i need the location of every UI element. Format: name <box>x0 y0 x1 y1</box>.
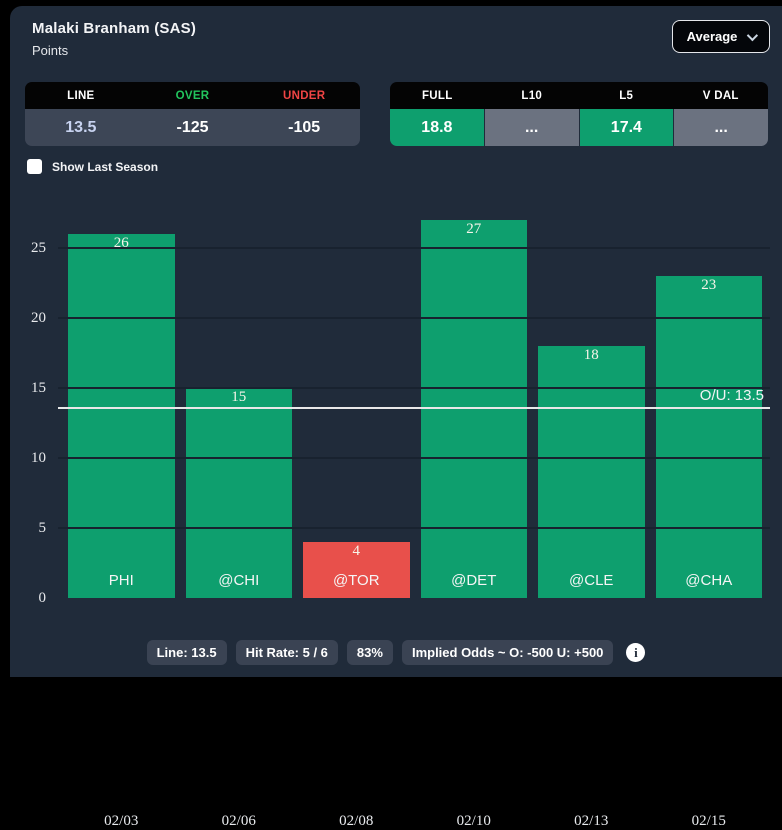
splits-table: FULL L10 L5 V DAL 18.8 ... 17.4 ... <box>390 82 768 146</box>
x-tick-date-label: 02/13 <box>574 813 609 829</box>
game-bar[interactable]: 27 @DET <box>420 220 527 598</box>
bar-value-label: 15 <box>231 389 247 405</box>
splits-header-row: FULL L10 L5 V DAL <box>390 82 768 109</box>
y-tick-label: 10 <box>31 450 46 466</box>
gridline <box>58 457 770 459</box>
game-bar[interactable]: 23 @CHA <box>655 276 762 598</box>
aggregation-dropdown-value: Average <box>686 29 738 44</box>
bar-value-label: 26 <box>113 235 129 251</box>
summary-footer: Line: 13.5 Hit Rate: 5 / 6 83% Implied O… <box>10 640 782 665</box>
full-average-value: 18.8 <box>390 109 484 146</box>
bar-slot: 4 @TOR <box>303 213 410 598</box>
under-header: UNDER <box>282 89 326 102</box>
bar-slot: 15 @CHI <box>185 213 292 598</box>
y-axis: 0 5 10 15 20 25 <box>10 213 58 606</box>
bar-value-label: 4 <box>352 543 361 559</box>
show-last-season-label: Show Last Season <box>52 159 159 174</box>
vs-opponent-average-value: ... <box>674 109 768 146</box>
bar-opponent-label: @CLE <box>569 572 614 589</box>
line-badge: Line: 13.5 <box>146 640 227 665</box>
full-header: FULL <box>421 89 453 102</box>
odds-tables: LINE OVER UNDER 13.5 -125 -105 FULL L10 … <box>25 82 768 146</box>
vs-opponent-header: V DAL <box>702 89 739 102</box>
info-icon[interactable]: i <box>626 643 646 662</box>
bar-slot: 18 @CLE <box>538 213 645 598</box>
bar-value-label: 27 <box>466 221 482 237</box>
l5-average-value: 17.4 <box>579 109 674 146</box>
player-prop-card: Malaki Branham (SAS) Points Average LINE… <box>10 6 782 829</box>
show-last-season-toggle[interactable]: Show Last Season <box>27 159 158 174</box>
bar-value-label: 23 <box>701 277 717 293</box>
line-odds-value-row: 13.5 -125 -105 <box>25 109 360 146</box>
l5-header: L5 <box>619 89 634 102</box>
show-last-season-checkbox[interactable] <box>27 159 42 174</box>
over-header: OVER <box>175 89 210 102</box>
bar-slot: 27 @DET <box>420 213 527 598</box>
bar-opponent-label: PHI <box>108 572 134 589</box>
hit-rate-percent-badge: 83% <box>346 640 393 665</box>
x-tick-date-label: 02/06 <box>221 813 256 829</box>
line-header: LINE <box>67 89 95 102</box>
game-bar[interactable]: 4 @TOR <box>303 542 410 598</box>
gridline <box>58 317 770 319</box>
l10-header: L10 <box>521 89 543 102</box>
card-header: Malaki Branham (SAS) Points <box>32 20 196 58</box>
y-tick-label: 25 <box>31 240 46 256</box>
game-bar[interactable]: 18 @CLE <box>538 346 645 598</box>
gridline <box>58 527 770 529</box>
y-tick-label: 15 <box>31 380 46 396</box>
hit-rate-badge: Hit Rate: 5 / 6 <box>235 640 338 665</box>
chevron-down-icon <box>747 29 759 41</box>
y-tick-label: 0 <box>38 590 47 606</box>
player-name: Malaki Branham (SAS) <box>32 20 197 37</box>
bar-opponent-label: @TOR <box>332 572 380 589</box>
line-odds-header-row: LINE OVER UNDER <box>25 82 360 109</box>
under-odds-value: -105 <box>288 118 321 136</box>
gridline <box>58 387 770 389</box>
x-tick-date-label: 02/03 <box>104 813 139 829</box>
game-bar[interactable]: 15 @CHI <box>185 388 292 598</box>
bar-opponent-label: @CHA <box>685 572 733 589</box>
aggregation-dropdown[interactable]: Average <box>672 20 770 53</box>
line-value: 13.5 <box>65 118 97 136</box>
implied-odds-badge: Implied Odds ~ O: -500 U: +500 <box>401 640 614 665</box>
game-bar[interactable]: 26 PHI <box>68 234 175 598</box>
bar-opponent-label: @DET <box>451 572 497 589</box>
l10-average-value: ... <box>484 109 579 146</box>
over-under-line <box>58 407 770 409</box>
bar-slot: 23 @CHA <box>655 213 762 598</box>
x-tick-date-label: 02/08 <box>339 813 374 829</box>
bars-container: 26 PHI 15 @CHI 4 @TOR 27 @DET 18 @CLE 23 @CHA <box>58 213 770 598</box>
plot-area: 26 PHI 15 @CHI 4 @TOR 27 @DET 18 @CLE 23 @CHA O/U: … <box>58 213 770 598</box>
over-odds-value: -125 <box>176 118 209 136</box>
bar-value-label: 18 <box>583 347 599 363</box>
bar-opponent-label: @CHI <box>218 572 260 589</box>
x-tick-date-label: 02/10 <box>456 813 491 829</box>
bar-slot: 26 PHI <box>68 213 175 598</box>
over-under-line-label: O/U: 13.5 <box>699 387 764 404</box>
x-axis: 02/03 02/06 02/08 02/10 02/13 02/15 <box>58 813 770 830</box>
y-tick-label: 5 <box>38 520 47 536</box>
x-tick-date-label: 02/15 <box>691 813 726 829</box>
stat-type: Points <box>32 43 69 58</box>
gridline <box>58 247 770 249</box>
splits-value-row: 18.8 ... 17.4 ... <box>390 109 768 146</box>
y-tick-label: 20 <box>31 310 46 326</box>
line-odds-table: LINE OVER UNDER 13.5 -125 -105 <box>25 82 360 146</box>
